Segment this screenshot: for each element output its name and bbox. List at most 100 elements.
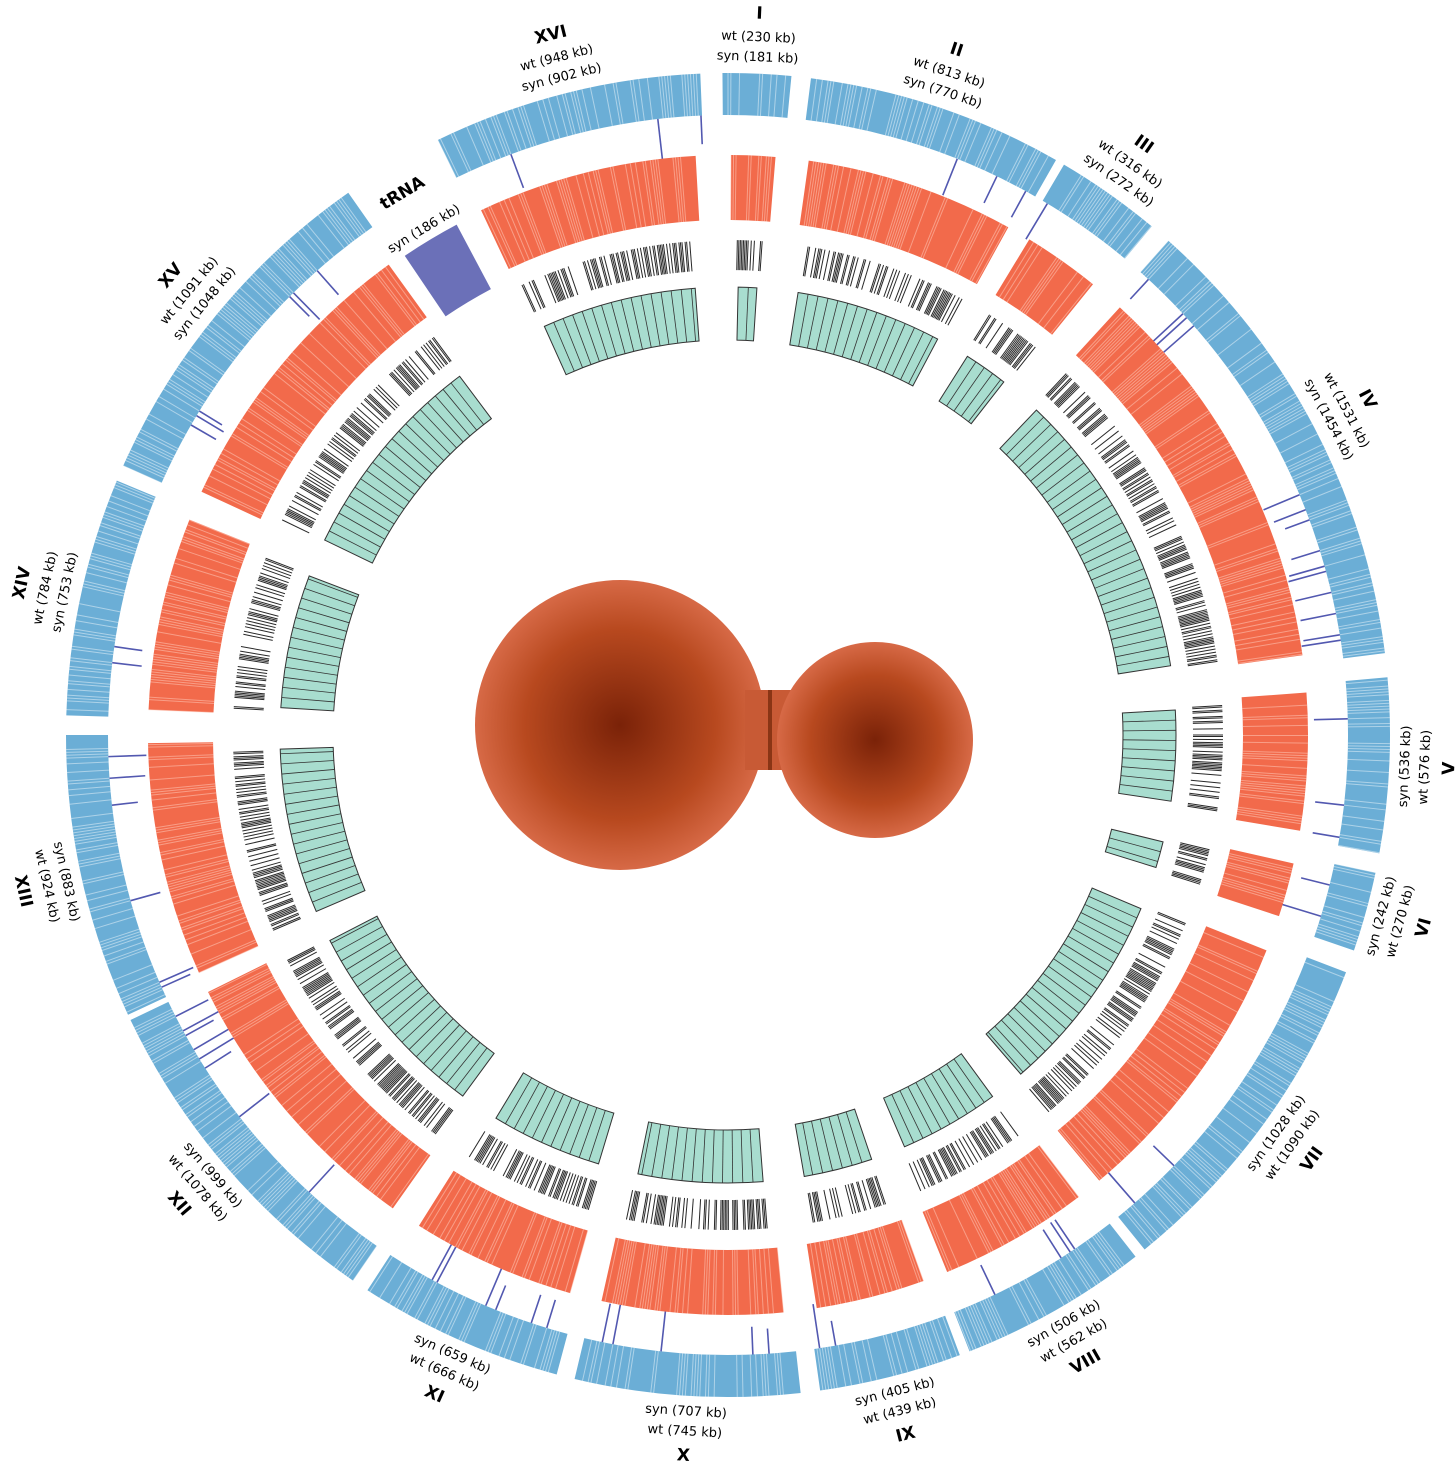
gene-stripe: [1185, 645, 1216, 652]
syn-stripe: [503, 199, 530, 261]
gene-stripe: [234, 695, 265, 699]
segment-divider: [891, 1094, 915, 1143]
gene-stripe: [1067, 396, 1090, 418]
gene-stripe: [345, 420, 370, 440]
gene-stripe: [940, 1148, 956, 1176]
segment-divider: [531, 1090, 556, 1139]
gene-stripe: [417, 1097, 438, 1122]
gene-stripe: [241, 820, 272, 827]
gene-stripe: [1133, 961, 1161, 978]
gene-stripe: [1094, 430, 1119, 450]
gene-stripe: [1126, 480, 1154, 497]
gene-stripe: [390, 372, 412, 396]
syn-track: [1075, 307, 1303, 665]
gene-stripe: [568, 1175, 580, 1204]
syn-stripe: [970, 1188, 1003, 1247]
wt-stripe: [1173, 1165, 1205, 1196]
gene-stripe: [1190, 779, 1221, 784]
gene-stripe: [548, 1168, 560, 1197]
gene-stripe: [1157, 544, 1186, 557]
gene-stripe: [356, 1042, 381, 1064]
wt-stripe: [70, 660, 112, 666]
gene-stripe: [743, 1199, 746, 1230]
wt-stripe: [520, 1323, 535, 1364]
syn-stripe: [1235, 638, 1301, 651]
syn-stripe: [920, 197, 946, 258]
gene-stripe: [407, 1089, 429, 1114]
syn-stripe: [831, 1239, 847, 1304]
syn-stripe: [1241, 770, 1307, 777]
feature-tick: [830, 1320, 837, 1346]
gene-stripe: [999, 333, 1019, 359]
gene-stripe: [849, 257, 859, 287]
syn-stripe: [165, 591, 229, 609]
segment-divider: [1062, 495, 1108, 525]
gene-stripe: [939, 1148, 954, 1177]
gene-stripe: [256, 584, 286, 595]
wt-stripe: [931, 1320, 947, 1361]
syn-stripe: [523, 1217, 548, 1279]
wt-stripe: [1330, 881, 1372, 893]
feature-tick: [1054, 1219, 1076, 1250]
gene-stripe: [1081, 413, 1106, 434]
syn-size: syn (181 kb): [716, 48, 798, 67]
gene-stripe: [675, 1197, 680, 1228]
wt-stripe: [520, 106, 535, 147]
wt-stripe: [926, 107, 941, 148]
gene-stripe: [653, 1194, 659, 1225]
wt-stripe: [490, 116, 507, 157]
syn-stripe: [247, 409, 302, 448]
wt-stripe: [74, 831, 116, 840]
syn-stripe: [1163, 1009, 1219, 1046]
syn-stripe: [932, 1207, 960, 1268]
wt-stripe: [967, 1306, 985, 1346]
segment-divider: [968, 379, 1002, 422]
wt-size: wt (230 kb): [721, 29, 796, 47]
gene-stripe: [265, 557, 294, 570]
gene-stripe: [233, 760, 264, 764]
wt-stripe: [1102, 207, 1130, 242]
syn-stripe: [380, 1147, 420, 1200]
syn-stripe: [1002, 1170, 1038, 1227]
wt-stripe: [68, 674, 111, 680]
syn-stripe: [1221, 881, 1285, 901]
wt-stripe: [220, 1133, 254, 1161]
gene-stripe: [632, 1191, 639, 1221]
wt-stripe: [1250, 1067, 1287, 1092]
gene-stripe: [412, 1093, 433, 1118]
gene-stripe: [234, 692, 265, 696]
gene-stripe: [612, 253, 621, 283]
gene-stripe: [1087, 1029, 1112, 1050]
wt-stripe: [658, 76, 664, 119]
segment-divider: [329, 530, 377, 556]
gene-stripe: [554, 271, 566, 300]
gene-stripe: [1049, 377, 1072, 400]
gene-stripe: [1178, 850, 1208, 860]
gene-stripe: [816, 1191, 823, 1222]
syn-stripe: [1153, 1024, 1208, 1063]
wt-stripe: [324, 209, 351, 244]
syn-stripe: [372, 1141, 413, 1194]
gene-stripe: [1126, 973, 1154, 990]
syn-stripe: [261, 1040, 315, 1080]
gene-stripe: [829, 1188, 837, 1219]
wt-stripe: [261, 1174, 292, 1206]
wt-stripe: [259, 1173, 290, 1204]
gene-stripe: [557, 269, 569, 299]
syn-stripe: [657, 159, 667, 224]
wt-stripe: [1238, 1085, 1274, 1111]
syn-stripe: [362, 283, 405, 335]
wt-stripe: [839, 83, 849, 126]
syn-stripe: [185, 529, 247, 554]
segment-divider: [282, 686, 336, 694]
wt-stripe: [1092, 1236, 1118, 1271]
syn-stripe: [1197, 946, 1257, 975]
gene-stripe: [1171, 874, 1201, 885]
segment-divider: [1076, 920, 1124, 946]
gene-stripe: [493, 1144, 509, 1172]
syn-stripe: [1225, 586, 1290, 605]
gene-stripe: [1130, 487, 1158, 504]
wt-stripe: [1296, 470, 1336, 488]
syn-stripe: [166, 865, 230, 883]
wt-stripe: [345, 1241, 371, 1276]
